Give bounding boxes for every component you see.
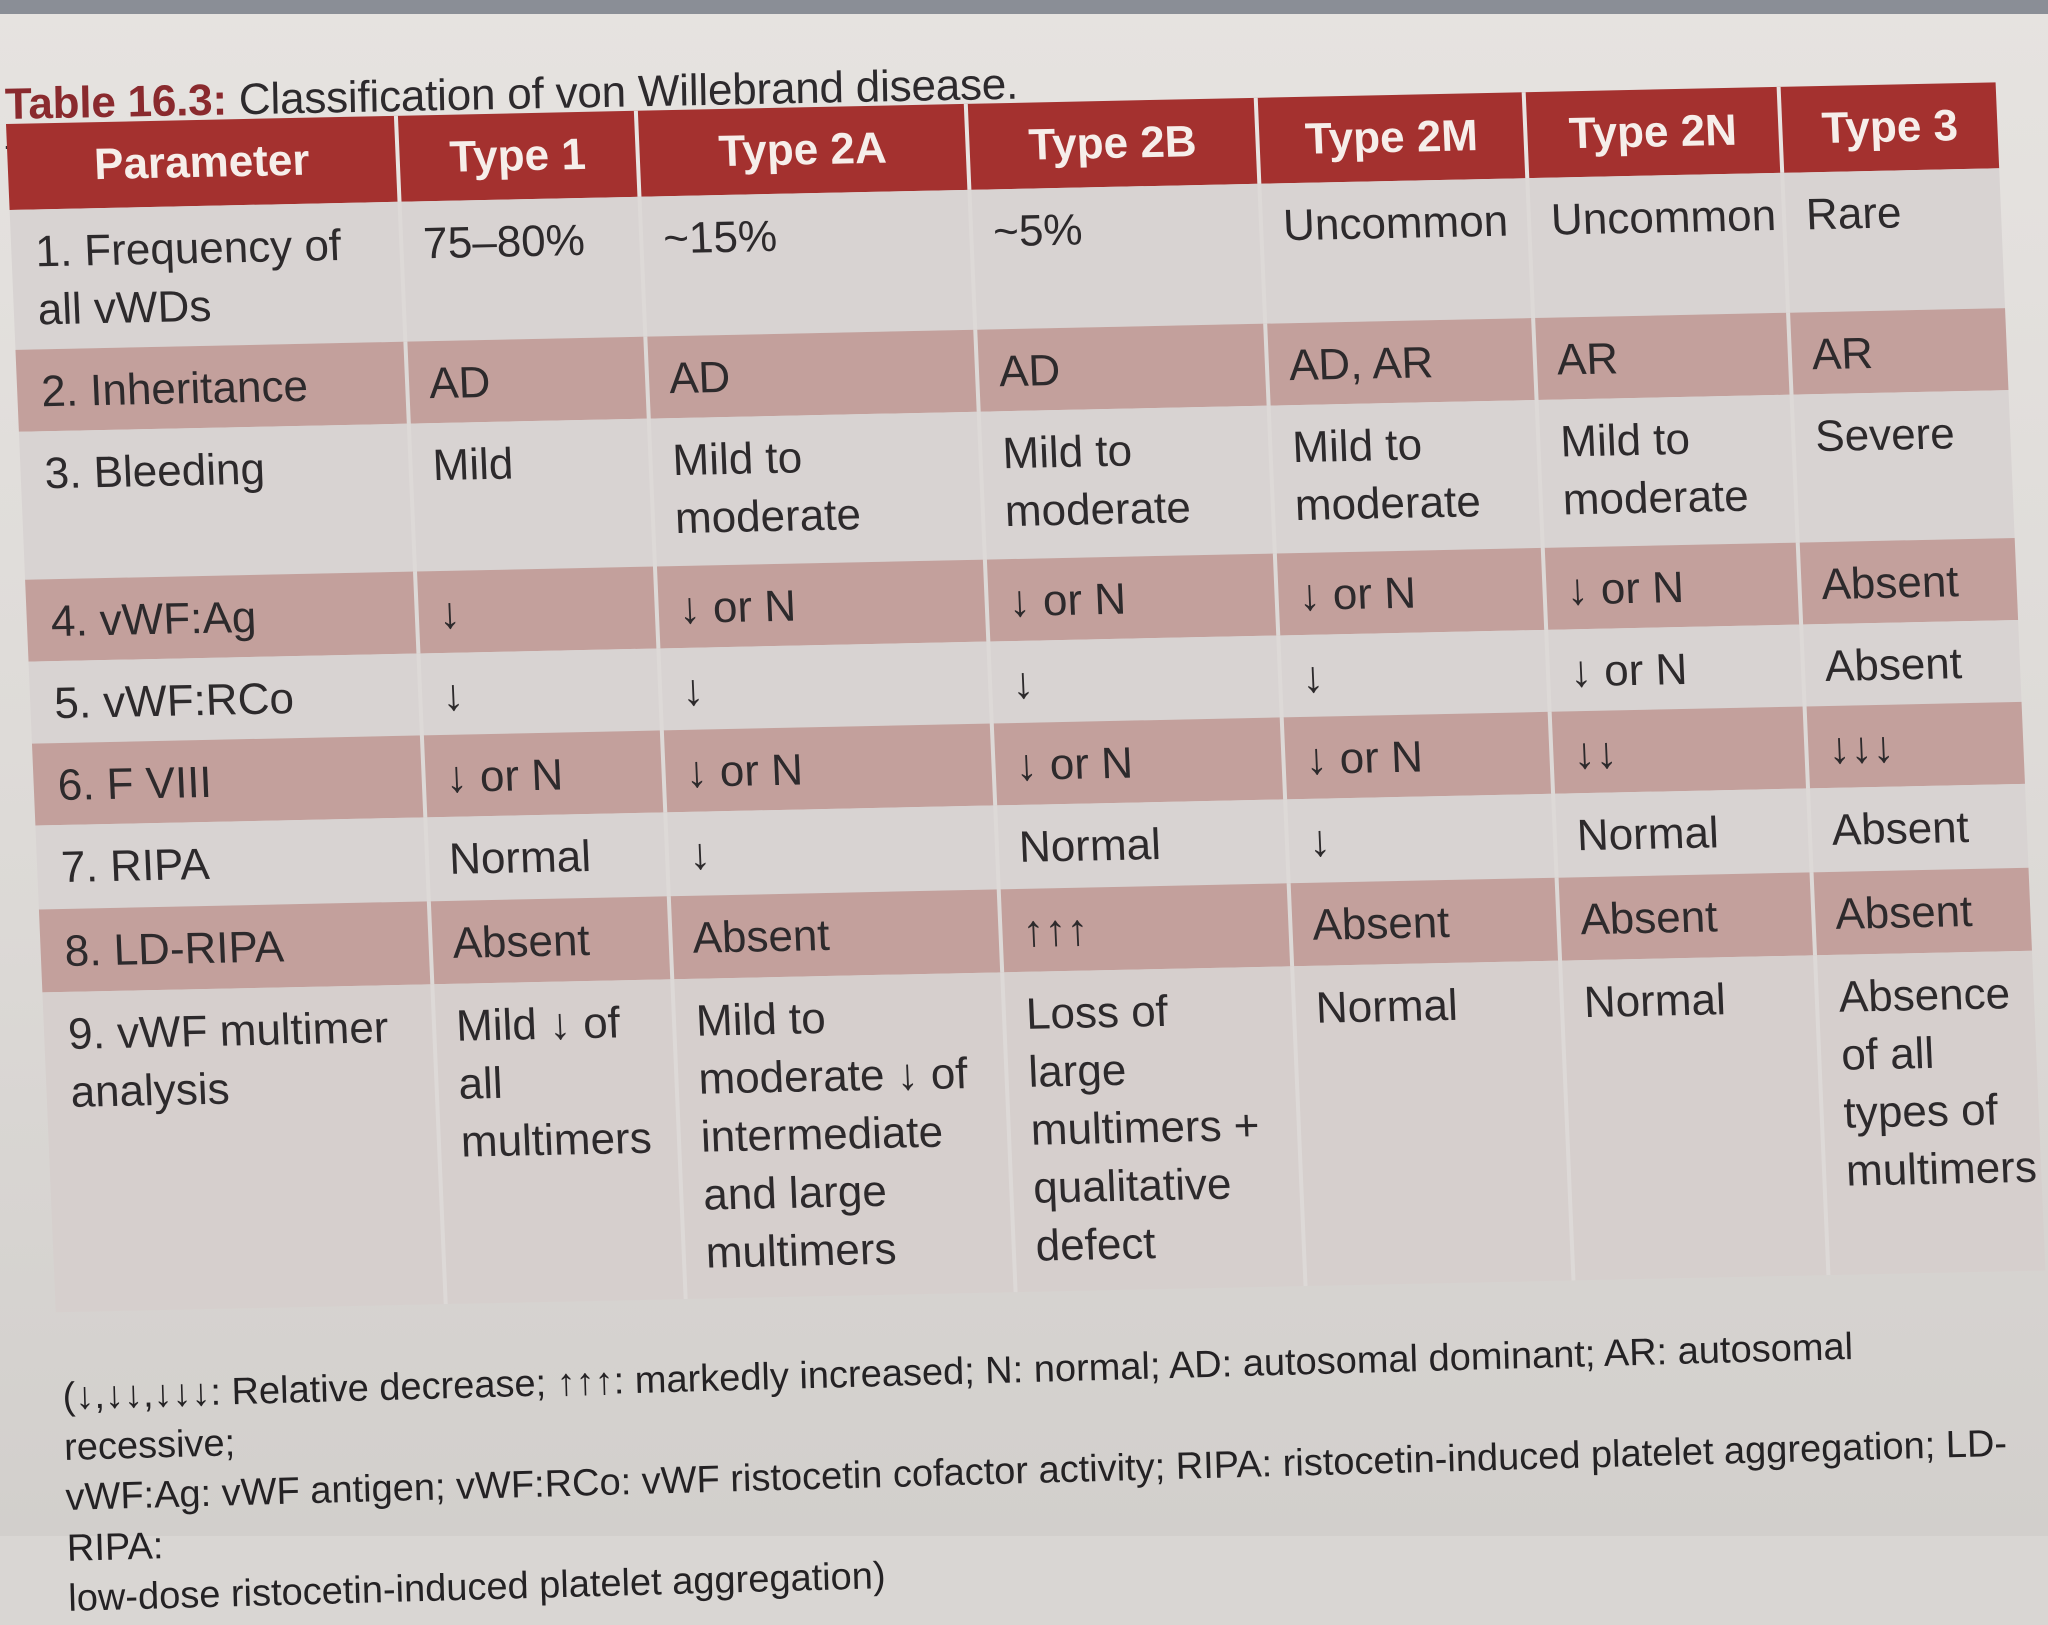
table-cell: AD, AR — [1265, 318, 1537, 406]
table-cell: ↓ — [665, 805, 999, 897]
table-cell: AD — [405, 336, 649, 424]
row-parameter: 2. Inheritance — [15, 341, 409, 433]
table-cell: Absent — [1801, 620, 2022, 707]
table-cell: ↓ or N — [661, 723, 996, 813]
table-cell: Mild to moderate ↓ of intermediate and l… — [672, 971, 1016, 1299]
table-cell: ↓ — [1285, 794, 1557, 884]
table-cell: Severe — [1791, 390, 2015, 543]
table-cell: Normal — [1292, 960, 1574, 1286]
table-cell: AR — [1788, 308, 2009, 395]
table-cell: Absent — [428, 896, 673, 984]
table-cell: Mild — [408, 418, 655, 572]
header-type-2a: Type 2A — [635, 103, 970, 197]
table-cell: Mild to moderate — [1268, 400, 1543, 554]
table-cell: Normal — [1560, 954, 1829, 1280]
table-cell: Rare — [1782, 168, 2006, 313]
table-cell: ↓ or N — [1274, 548, 1547, 636]
table-cell: ↓ or N — [1281, 712, 1554, 800]
table-cell: ↓ — [415, 566, 659, 654]
table-cell: Mild to moderate — [1536, 394, 1798, 549]
table-cell: ↓ or N — [984, 553, 1279, 642]
table-cell: ↓ or N — [421, 730, 666, 818]
table-cell: ↓↓ — [1549, 706, 1809, 795]
table-cell: Normal — [425, 812, 669, 902]
table-footnote: (↓,↓↓,↓↓↓: Relative decrease; ↑↑↑: marke… — [62, 1318, 2018, 1625]
row-parameter: 3. Bleeding — [18, 423, 416, 580]
table-cell: AR — [1533, 312, 1792, 401]
classification-table: Parameter Type 1 Type 2A Type 2B Type 2M… — [6, 82, 2046, 1312]
table-cell: ↓ — [658, 641, 992, 731]
table-cell: Absence of all types of multimers — [1814, 950, 2046, 1275]
table-cell: ↓ or N — [654, 559, 989, 649]
table-cell: ↓ — [1278, 630, 1550, 718]
table-cell: Absent — [1808, 784, 2029, 873]
table-cell: Mild to moderate — [978, 405, 1275, 560]
table-cell: ↓↓↓ — [1804, 702, 2025, 789]
table-cell: ↓ — [418, 648, 662, 736]
classification-table-wrap: Parameter Type 1 Type 2A Type 2B Type 2M… — [6, 82, 2046, 1333]
header-type-1: Type 1 — [395, 110, 640, 202]
table-cell: Absent — [1288, 878, 1561, 966]
table-cell: ↑↑↑ — [998, 883, 1293, 972]
header-type-3: Type 3 — [1778, 82, 2000, 173]
table-cell: Absent — [1811, 868, 2032, 955]
table-cell: Normal — [1553, 788, 1812, 879]
header-parameter: Parameter — [6, 115, 400, 210]
header-type-2b: Type 2B — [965, 97, 1260, 190]
row-parameter: 9. vWF multimer analysis — [42, 983, 446, 1312]
table-cell: ~5% — [969, 183, 1266, 330]
table-cell: Mild ↓ of all multimers — [432, 978, 686, 1304]
header-type-2m: Type 2M — [1255, 92, 1528, 184]
row-parameter: 7. RIPA — [35, 817, 429, 910]
table-cell: Absent — [1556, 872, 1815, 961]
table-cell: ~15% — [639, 189, 976, 337]
table-cell: Mild to moderate — [648, 411, 985, 567]
row-parameter: 4. vWF:Ag — [25, 571, 419, 662]
row-parameter: 1. Frequency of all vWDs — [9, 201, 406, 351]
page-top-edge — [0, 0, 2048, 14]
header-type-2n: Type 2N — [1523, 86, 1783, 179]
table-cell: Uncommon — [1527, 172, 1789, 319]
table-cell: ↓ or N — [991, 717, 1286, 806]
table-cell: AD — [645, 329, 979, 419]
table-cell: ↓ or N — [1542, 542, 1802, 631]
table-row: 9. vWF multimer analysis Mild ↓ of all m… — [42, 950, 2046, 1312]
table-cell: Loss of large multimers + qualitative de… — [1002, 965, 1306, 1292]
table-cell: AD — [975, 323, 1269, 412]
table-cell: 75–80% — [399, 196, 646, 342]
table-cell: ↓ — [988, 635, 1282, 724]
table-cell: Normal — [995, 799, 1289, 890]
row-parameter: 5. vWF:RCo — [28, 653, 422, 744]
row-parameter: 6. F VIII — [31, 735, 426, 827]
table-cell: Absent — [1797, 538, 2019, 625]
table-cell: Uncommon — [1259, 178, 1534, 324]
table-cell: Absent — [668, 889, 1003, 979]
table-cell: ↓ or N — [1546, 624, 1805, 713]
row-parameter: 8. LD-RIPA — [38, 901, 433, 992]
